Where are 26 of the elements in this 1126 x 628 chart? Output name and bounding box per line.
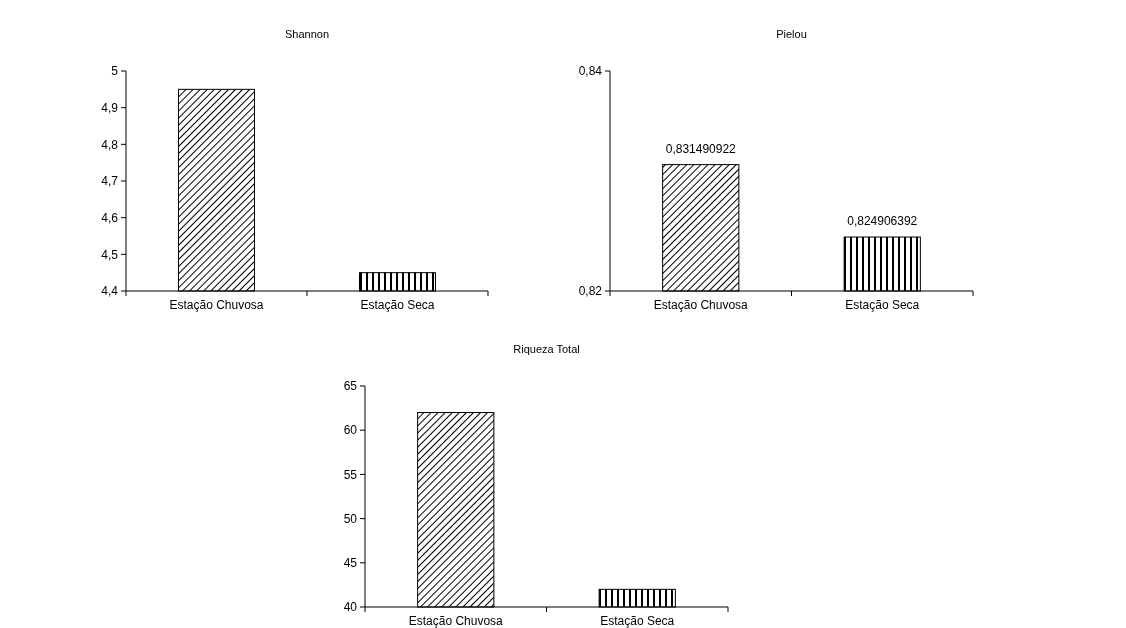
x-tick-label: Estação Chuvosa: [408, 614, 504, 628]
x-tick-label: Estação Chuvosa: [169, 298, 264, 312]
y-tick-label: 4,4: [101, 284, 119, 299]
y-tick-label: 40: [343, 600, 358, 615]
y-tick-label: 4,8: [101, 137, 119, 152]
y-tick-label: 45: [343, 556, 358, 570]
x-tick-label: Estação Seca: [600, 614, 675, 628]
data-label: 0,824906392: [847, 214, 918, 229]
x-tick-label: Estação Chuvosa: [653, 298, 749, 312]
y-tick-label: 4,9: [101, 100, 119, 115]
y-tick-label: 4,6: [101, 210, 119, 225]
data-label: 0,831490922: [665, 141, 737, 156]
x-tick-label: Estação Seca: [360, 298, 435, 312]
y-tick-label: 0,82: [578, 284, 603, 299]
y-tick-label: 55: [343, 467, 358, 482]
y-tick-label: 4,5: [101, 247, 119, 262]
chart-title: Riqueza Total: [513, 343, 580, 355]
y-tick-label: 4,7: [101, 174, 119, 189]
y-tick-label: 0,84: [578, 64, 603, 79]
y-tick-label: 65: [343, 379, 358, 394]
chart-title: Pielou: [776, 28, 807, 40]
y-tick-label: 5: [111, 64, 119, 79]
y-tick-label: 50: [343, 511, 358, 526]
x-tick-label: Estação Seca: [845, 298, 920, 312]
y-tick-label: 60: [343, 423, 358, 438]
chart-title: Shannon: [284, 28, 330, 40]
